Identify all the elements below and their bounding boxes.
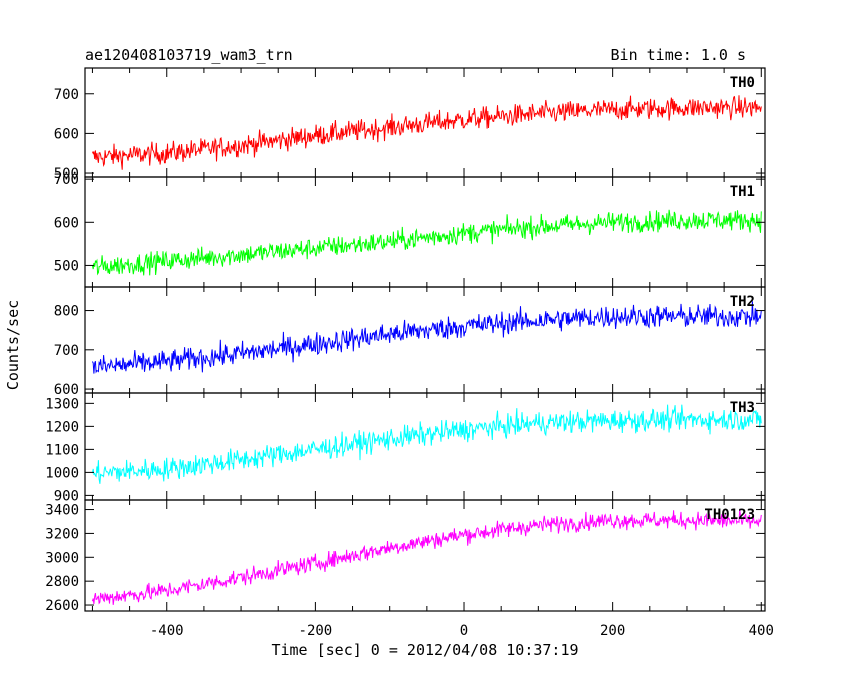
chart-subtitle: Bin time: 1.0 s xyxy=(611,46,746,64)
y-tick-label: 500 xyxy=(54,258,79,274)
panel-frame-th3 xyxy=(84,392,766,501)
x-tick-label: 0 xyxy=(460,623,468,639)
y-tick-label: 2600 xyxy=(45,598,79,614)
y-tick-label: 600 xyxy=(54,215,79,231)
x-tick-label: 200 xyxy=(600,623,625,639)
y-tick-label: 800 xyxy=(54,304,79,320)
y-tick-label: 3000 xyxy=(45,550,79,566)
y-tick-label: 900 xyxy=(54,488,79,504)
y-axis-label: Counts/sec xyxy=(4,300,22,390)
y-tick-label: 1300 xyxy=(45,396,79,412)
panel-label-th3: TH3 xyxy=(730,400,755,416)
chart-title: ae120408103719_wam3_trn xyxy=(85,46,293,64)
y-tick-label: 600 xyxy=(54,382,79,398)
y-tick-label: 2800 xyxy=(45,574,79,590)
y-tick-label: 700 xyxy=(54,87,79,103)
x-tick-label: -400 xyxy=(150,623,184,639)
panel-frame-th1 xyxy=(84,176,766,288)
y-tick-label: 700 xyxy=(54,172,79,188)
panel-label-th0123: TH0123 xyxy=(704,507,755,523)
y-tick-label: 500 xyxy=(54,166,79,182)
y-tick-label: 1200 xyxy=(45,419,79,435)
y-tick-label: 600 xyxy=(54,126,79,142)
y-tick-label: 3200 xyxy=(45,526,79,542)
series-line-th2 xyxy=(91,301,762,374)
panel-frame-th2 xyxy=(84,286,766,394)
panel-label-th0: TH0 xyxy=(730,75,755,91)
y-tick-label: 700 xyxy=(54,343,79,359)
series-line-th0123 xyxy=(91,509,762,605)
y-tick-label: 3400 xyxy=(45,503,79,519)
x-axis-label: Time [sec] 0 = 2012/04/08 10:37:19 xyxy=(271,641,578,659)
x-tick-label: -200 xyxy=(299,623,333,639)
panel-frame-th0 xyxy=(84,67,766,178)
series-line-th3 xyxy=(91,404,762,484)
panels: 500 600 700 TH0 500 600 700 TH1 600 700 800 TH2 900 1… xyxy=(45,67,774,639)
panel-frame-th0123 xyxy=(84,499,766,612)
panel-label-th1: TH1 xyxy=(730,184,755,200)
y-tick-label: 1100 xyxy=(45,442,79,458)
y-tick-label: 1000 xyxy=(45,465,79,481)
panel-label-th2: TH2 xyxy=(730,294,755,310)
series-line-th0 xyxy=(91,95,762,170)
x-tick-label: 400 xyxy=(749,623,774,639)
series-line-th1 xyxy=(91,209,762,276)
